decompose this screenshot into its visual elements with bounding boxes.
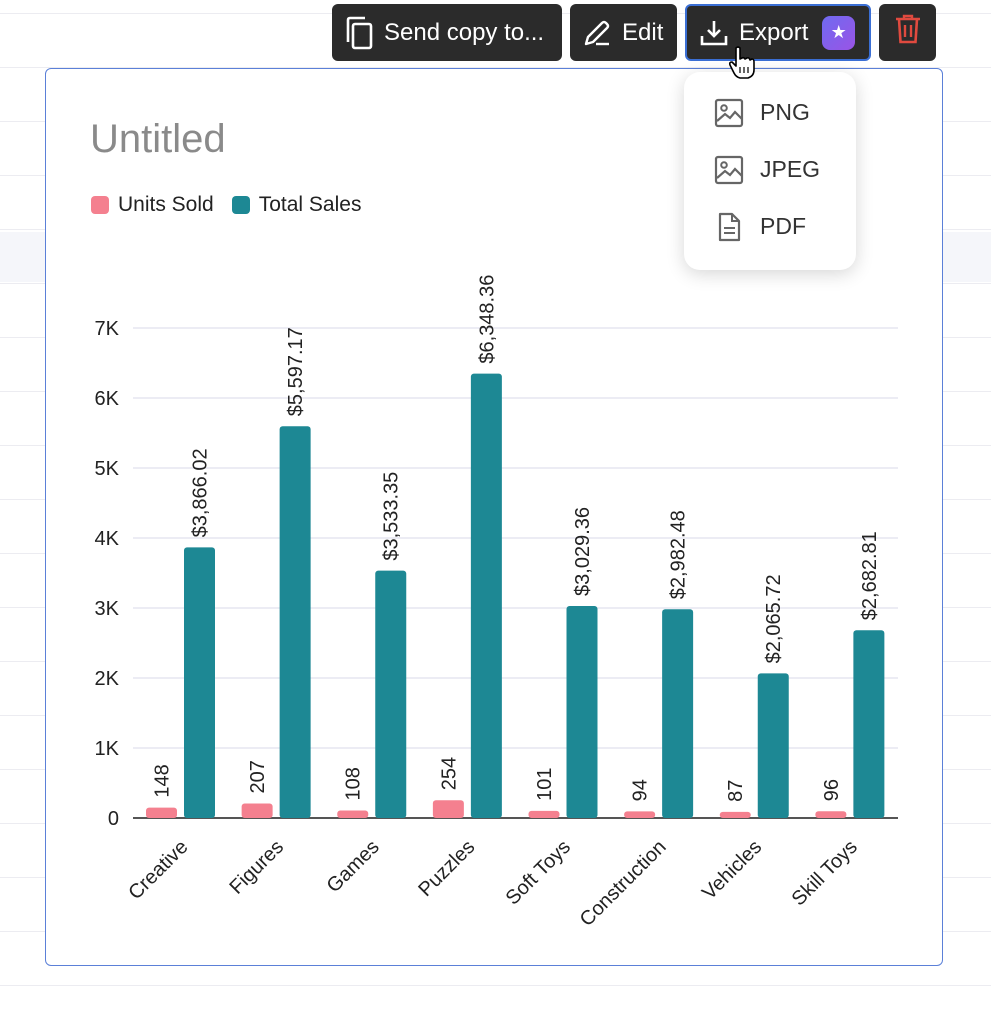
data-label-units-sold: 87 (725, 780, 747, 802)
menu-item-label: JPEG (760, 156, 821, 182)
document-icon (714, 212, 744, 242)
data-label-total-sales: $3,029.36 (572, 507, 594, 596)
data-label-units-sold: 101 (534, 768, 556, 801)
hand-pointer-cursor-icon (727, 46, 757, 85)
menu-item-label: PNG (760, 99, 810, 125)
x-tick-label: Creative (124, 836, 192, 904)
background-row-line (0, 67, 991, 68)
data-label-units-sold: 96 (821, 779, 843, 801)
copy-icon (344, 16, 374, 50)
y-tick-label: 0 (108, 808, 119, 830)
chart-toolbar: Send copy to... Edit Export ★ (332, 4, 936, 61)
y-tick-label: 6K (95, 388, 120, 410)
x-tick-label: Vehicles (698, 836, 766, 904)
bar-total-sales (853, 630, 885, 818)
data-label-units-sold: 108 (343, 767, 365, 800)
edit-label: Edit (622, 18, 664, 46)
bar-total-sales (757, 673, 789, 818)
image-icon (714, 98, 744, 128)
data-label-units-sold: 207 (247, 760, 269, 793)
legend-item-total-sales[interactable]: Total Sales (231, 193, 362, 217)
bar-units-sold (432, 800, 464, 818)
bar-chart: 0 1K 2K 3K 4K 5K 6K 7K 148 $3,866.02 Creative 207 $5… (95, 275, 898, 931)
chart-legend: Units Sold Total Sales (91, 193, 361, 217)
bar-total-sales (662, 609, 694, 818)
x-tick-label: Skill Toys (788, 836, 862, 910)
legend-swatch (231, 196, 250, 214)
premium-star-icon: ★ (822, 15, 855, 50)
x-tick-label: Construction (576, 836, 671, 931)
data-label-units-sold: 94 (630, 779, 652, 801)
edit-button[interactable]: Edit (570, 4, 677, 61)
export-menu: PNG JPEG PDF (684, 72, 856, 270)
bar-total-sales (470, 373, 502, 818)
legend-label: Total Sales (258, 193, 362, 216)
y-tick-label: 7K (95, 318, 120, 340)
trash-icon (894, 13, 922, 52)
data-label-total-sales: $2,682.81 (859, 531, 881, 620)
x-tick-label: Puzzles (414, 836, 479, 901)
export-jpeg-option[interactable]: JPEG (684, 141, 856, 198)
x-tick-label: Games (323, 836, 384, 897)
y-tick-label: 1K (95, 738, 120, 760)
bar-units-sold (624, 811, 656, 818)
bar-total-sales (184, 547, 215, 818)
legend-swatch (91, 196, 109, 214)
bar-total-sales (279, 426, 311, 818)
bar-units-sold (337, 810, 369, 818)
data-label-units-sold: 254 (438, 757, 460, 790)
y-tick-label: 3K (95, 598, 120, 620)
y-tick-label: 4K (95, 528, 120, 550)
image-icon (714, 155, 744, 185)
data-label-units-sold: 148 (152, 764, 174, 797)
data-label-total-sales: $5,597.17 (285, 327, 307, 416)
bar-units-sold (241, 803, 273, 818)
send-copy-button[interactable]: Send copy to... (332, 4, 562, 61)
export-pdf-option[interactable]: PDF (684, 198, 856, 255)
data-label-total-sales: $2,065.72 (763, 574, 785, 663)
bar-units-sold (146, 807, 177, 818)
menu-item-label: PDF (760, 213, 806, 239)
background-row-line (0, 985, 991, 986)
legend-label: Units Sold (118, 193, 214, 216)
bar-total-sales (566, 605, 598, 818)
y-tick-label: 2K (95, 668, 120, 690)
send-copy-label: Send copy to... (384, 18, 545, 46)
data-label-total-sales: $3,533.35 (381, 472, 403, 561)
pencil-icon (582, 18, 612, 48)
x-tick-label: Figures (225, 836, 288, 899)
export-label: Export (739, 18, 809, 46)
delete-button[interactable] (879, 4, 936, 61)
bar-units-sold (528, 810, 560, 818)
legend-item-units-sold[interactable]: Units Sold (91, 193, 214, 217)
bar-units-sold (719, 811, 751, 818)
chart-title: Untitled (90, 117, 226, 161)
export-png-option[interactable]: PNG (684, 84, 856, 141)
chart-card[interactable]: Untitled Units Sold Total Sales 0 1K 2K 3K 4… (45, 68, 943, 966)
data-label-total-sales: $2,982.48 (668, 510, 690, 599)
download-icon (699, 18, 729, 48)
y-tick-label: 5K (95, 458, 120, 480)
export-button[interactable]: Export ★ (685, 4, 871, 61)
bar-units-sold (815, 811, 847, 818)
bar-total-sales (375, 570, 407, 818)
x-tick-label: Soft Toys (502, 836, 575, 909)
data-label-total-sales: $3,866.02 (190, 448, 212, 537)
data-label-total-sales: $6,348.36 (476, 275, 498, 364)
